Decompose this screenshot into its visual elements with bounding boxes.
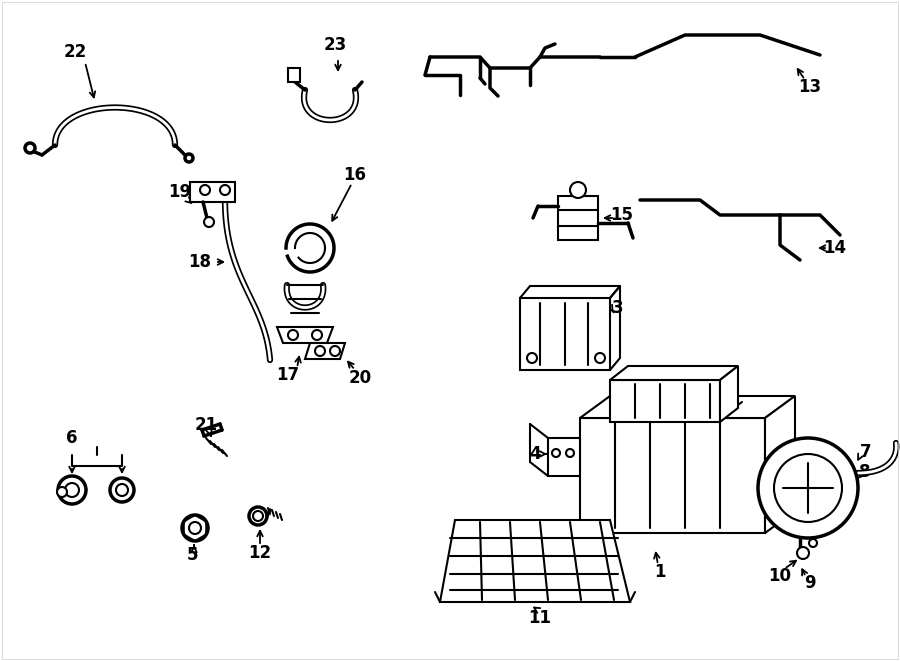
- Text: 11: 11: [528, 609, 552, 627]
- Polygon shape: [305, 343, 345, 359]
- Polygon shape: [580, 396, 795, 418]
- Text: 12: 12: [248, 544, 272, 562]
- Polygon shape: [548, 438, 580, 476]
- Text: 10: 10: [769, 567, 791, 585]
- Circle shape: [220, 185, 230, 195]
- Circle shape: [797, 547, 809, 559]
- Circle shape: [185, 154, 193, 162]
- Polygon shape: [610, 366, 738, 380]
- Text: 17: 17: [276, 366, 300, 384]
- Circle shape: [110, 478, 134, 502]
- Circle shape: [774, 454, 842, 522]
- Circle shape: [312, 330, 322, 340]
- Text: 4: 4: [529, 445, 541, 463]
- Circle shape: [58, 476, 86, 504]
- Circle shape: [595, 353, 605, 363]
- Circle shape: [758, 438, 858, 538]
- Text: 6: 6: [67, 429, 77, 447]
- Text: 9: 9: [805, 574, 815, 592]
- Polygon shape: [288, 68, 300, 82]
- Text: 5: 5: [187, 546, 199, 564]
- Circle shape: [200, 185, 210, 195]
- Text: 2: 2: [674, 371, 686, 389]
- Circle shape: [116, 484, 128, 496]
- Polygon shape: [580, 418, 765, 533]
- Text: 20: 20: [348, 369, 372, 387]
- Text: 21: 21: [194, 416, 218, 434]
- Polygon shape: [520, 298, 610, 370]
- Polygon shape: [720, 366, 738, 422]
- Polygon shape: [190, 182, 235, 202]
- Polygon shape: [558, 196, 598, 240]
- Circle shape: [315, 346, 325, 356]
- Circle shape: [566, 449, 574, 457]
- Circle shape: [253, 511, 263, 521]
- Circle shape: [249, 507, 267, 525]
- Polygon shape: [765, 396, 795, 533]
- Text: 3: 3: [612, 299, 624, 317]
- Text: 15: 15: [610, 206, 634, 224]
- Text: 13: 13: [798, 78, 822, 96]
- Text: 7: 7: [860, 443, 872, 461]
- Polygon shape: [440, 520, 630, 602]
- Circle shape: [25, 143, 35, 153]
- Circle shape: [809, 539, 817, 547]
- Circle shape: [552, 449, 560, 457]
- Circle shape: [288, 330, 298, 340]
- Circle shape: [57, 487, 67, 497]
- Text: 22: 22: [63, 43, 86, 61]
- Circle shape: [527, 353, 537, 363]
- Text: 18: 18: [188, 253, 212, 271]
- Circle shape: [570, 182, 586, 198]
- Polygon shape: [277, 327, 333, 343]
- Circle shape: [182, 515, 208, 541]
- Text: 19: 19: [168, 183, 192, 201]
- Text: 16: 16: [344, 166, 366, 184]
- Circle shape: [330, 346, 340, 356]
- Circle shape: [65, 483, 79, 497]
- Text: 23: 23: [323, 36, 346, 54]
- Circle shape: [204, 217, 214, 227]
- Text: 14: 14: [824, 239, 847, 257]
- Polygon shape: [610, 380, 720, 422]
- Text: 8: 8: [860, 463, 871, 481]
- Circle shape: [189, 522, 201, 534]
- Text: 1: 1: [654, 563, 666, 581]
